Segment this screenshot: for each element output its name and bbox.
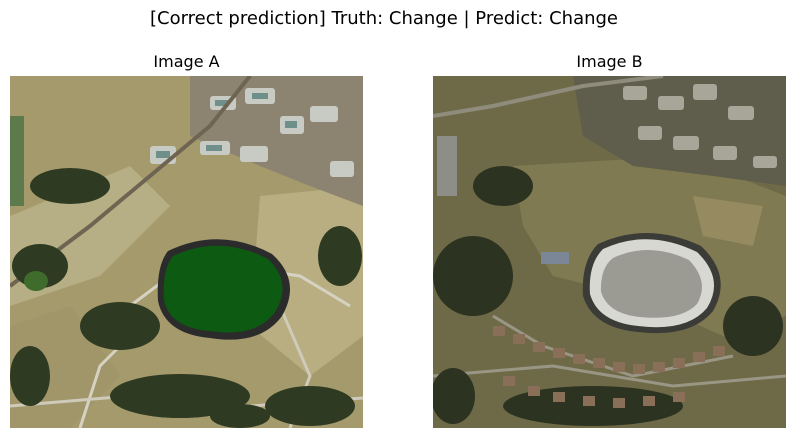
- image-b-aerial-photo: [433, 76, 786, 428]
- image-a-panel: [10, 76, 363, 428]
- image-a-aerial-photo: [10, 76, 363, 428]
- image-a-title: Image A: [153, 52, 220, 71]
- image-b-title: Image B: [576, 52, 643, 71]
- figure-suptitle: [Correct prediction] Truth: Change | Pre…: [149, 8, 619, 29]
- image-b-panel: [433, 76, 786, 428]
